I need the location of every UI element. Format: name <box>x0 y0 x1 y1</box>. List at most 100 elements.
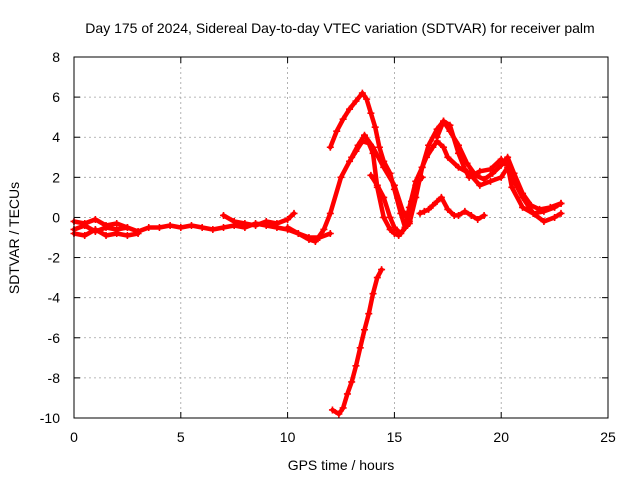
series-trace <box>434 118 564 212</box>
data-point <box>476 181 484 189</box>
data-point <box>339 115 347 123</box>
data-point <box>380 213 388 221</box>
data-point <box>444 205 452 213</box>
data-point <box>177 223 185 231</box>
data-point <box>418 173 426 181</box>
data-point <box>508 183 516 191</box>
data-point <box>433 133 441 141</box>
data-point <box>371 123 379 131</box>
data-point <box>91 215 99 223</box>
data-point <box>497 173 505 181</box>
data-point <box>497 161 505 169</box>
data-point <box>433 197 441 205</box>
data-point <box>335 410 343 418</box>
data-point <box>358 89 366 97</box>
data-point <box>113 219 121 227</box>
data-point <box>230 217 238 225</box>
data-point <box>290 209 298 217</box>
y-tick-label: 6 <box>52 89 60 105</box>
y-tick-label: -6 <box>48 330 61 346</box>
series-satellite-track-4 <box>220 209 298 229</box>
data-point <box>420 207 428 215</box>
data-point <box>343 390 351 398</box>
data-point <box>487 177 495 185</box>
data-point <box>346 157 354 165</box>
data-point <box>519 189 527 197</box>
data-point <box>346 105 354 113</box>
data-point <box>546 203 554 211</box>
data-point <box>284 215 292 223</box>
data-point <box>540 217 548 225</box>
data-point <box>463 159 471 167</box>
data-point <box>166 221 174 229</box>
data-point <box>536 205 544 213</box>
data-point <box>241 219 249 227</box>
x-tick-label: 15 <box>387 429 403 445</box>
series-trace <box>349 132 412 224</box>
x-tick-label: 25 <box>600 429 616 445</box>
x-tick-label: 0 <box>70 429 78 445</box>
data-point <box>454 141 462 149</box>
data-point <box>412 181 420 189</box>
series-trace <box>368 173 425 236</box>
series-satellite-track-11 <box>328 266 386 418</box>
data-point <box>399 207 407 215</box>
data-point <box>407 197 415 205</box>
y-tick-label: -4 <box>48 290 61 306</box>
plot-frame <box>73 56 609 419</box>
data-point <box>378 266 386 274</box>
data-point <box>187 221 195 229</box>
data-point <box>510 169 518 177</box>
y-tick-label: 8 <box>52 49 60 65</box>
data-point <box>367 109 375 117</box>
data-point <box>262 217 270 225</box>
data-point <box>373 181 381 189</box>
data-point <box>352 97 360 105</box>
y-axis-label: SDTVAR / TECUs <box>6 182 22 294</box>
data-point <box>437 193 445 201</box>
x-tick-label: 20 <box>493 429 509 445</box>
data-point <box>472 171 480 179</box>
y-tick-label: 4 <box>52 129 60 145</box>
data-point <box>425 205 433 213</box>
y-tick-label: -2 <box>48 250 61 266</box>
data-point <box>326 209 334 217</box>
data-point <box>333 127 341 135</box>
data-point <box>480 211 488 219</box>
data-point <box>403 221 411 229</box>
data-point <box>360 326 368 334</box>
data-point <box>305 236 313 244</box>
data-point <box>123 231 131 239</box>
data-point <box>337 173 345 181</box>
data-point <box>416 209 424 217</box>
data-point <box>311 238 319 246</box>
data-point <box>551 213 559 221</box>
y-tick-label: -8 <box>48 370 61 386</box>
x-axis-label: GPS time / hours <box>288 457 395 473</box>
data-point <box>397 229 405 237</box>
data-point <box>284 223 292 231</box>
data-point <box>356 344 364 352</box>
data-point <box>365 310 373 318</box>
data-point <box>369 290 377 298</box>
y-tick-label: 0 <box>52 209 60 225</box>
data-point <box>527 201 535 209</box>
data-point <box>390 181 398 189</box>
data-point <box>557 209 565 217</box>
data-point <box>454 163 462 171</box>
data-point <box>81 231 89 239</box>
data-point <box>102 221 110 229</box>
data-point <box>102 231 110 239</box>
series-trace <box>330 267 384 417</box>
x-tick-label: 5 <box>177 429 185 445</box>
y-tick-label: -10 <box>40 410 60 426</box>
data-point <box>461 207 469 215</box>
data-point <box>360 131 368 139</box>
data-point <box>380 163 388 171</box>
data-point <box>273 219 281 227</box>
data-point <box>326 143 334 151</box>
data-point <box>461 165 469 173</box>
data-point <box>429 201 437 209</box>
data-series <box>70 89 565 418</box>
data-point <box>390 223 398 231</box>
